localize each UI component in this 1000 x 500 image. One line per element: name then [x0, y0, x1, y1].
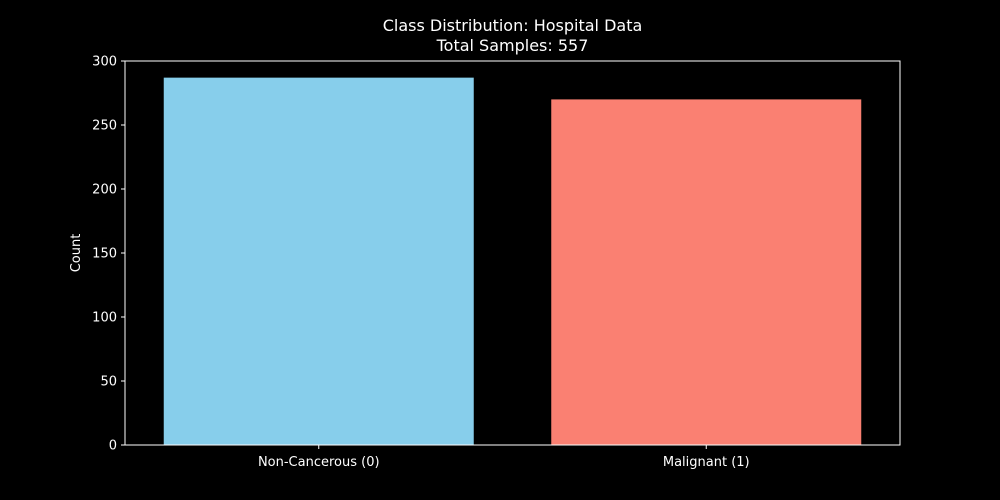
- plot-area: 0 50 100 150 200 250 300 Non-Cancerous (0) Malig…: [92, 55, 901, 470]
- chart-title: Class Distribution: Hospital Data: [383, 16, 643, 35]
- x-tick-label-1: Malignant (1): [663, 455, 750, 470]
- y-tick-label-2: 100: [92, 311, 117, 326]
- bar-1: [551, 99, 862, 446]
- y-axis-label: Count: [69, 234, 84, 273]
- bar-0: [163, 77, 474, 445]
- y-tick-label-1: 50: [100, 375, 117, 390]
- y-tick-label-3: 150: [92, 247, 117, 262]
- chart-subtitle: Total Samples: 557: [436, 36, 589, 55]
- y-tick-label-6: 300: [92, 55, 117, 70]
- y-tick-label-5: 250: [92, 119, 117, 134]
- y-tick-label-4: 200: [92, 183, 117, 198]
- y-tick-label-0: 0: [109, 439, 117, 454]
- x-tick-label-0: Non-Cancerous (0): [258, 455, 380, 470]
